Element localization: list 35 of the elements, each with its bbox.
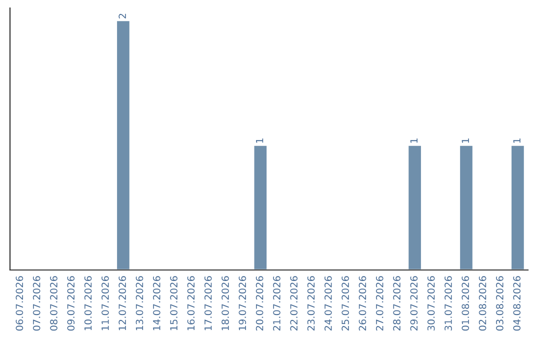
x-tick-label: 24.07.2026 xyxy=(324,276,332,331)
x-tick-label: 28.07.2026 xyxy=(393,276,400,331)
x-tick-label: 12.07.2026 xyxy=(118,276,126,330)
data-label: 1 xyxy=(256,138,264,143)
x-tick-label: 30.07.2026 xyxy=(427,276,435,330)
x-tick-label: 25.07.2026 xyxy=(342,276,350,331)
x-tick-label: 04.08.2026 xyxy=(513,276,521,331)
x-tick-label: 31.07.2026 xyxy=(444,276,452,330)
x-tick-label: 29.07.2026 xyxy=(410,276,418,331)
x-tick-label: 21.07.2026 xyxy=(273,276,280,331)
x-tick-label: 19.07.2026 xyxy=(238,276,246,330)
x-tick-label: 17.07.2026 xyxy=(204,276,212,330)
x-tick-label: 14.07.2026 xyxy=(152,276,160,330)
x-tick-label: 10.07.2026 xyxy=(84,276,92,330)
x-tick-label: 16.07.2026 xyxy=(187,276,195,330)
data-label: 1 xyxy=(513,138,520,143)
x-tick-label: 20.07.2026 xyxy=(256,276,264,331)
x-tick-label: 13.07.2026 xyxy=(136,276,144,330)
x-tick-label: 23.07.2026 xyxy=(307,276,315,331)
data-label: 1 xyxy=(410,138,418,143)
x-tick-label: 08.07.2026 xyxy=(50,276,58,331)
data-label: 1 xyxy=(462,138,469,143)
x-tick-label: 11.07.2026 xyxy=(102,276,109,330)
x-tick-label: 06.07.2026 xyxy=(16,276,24,331)
x-tick-label: 18.07.2026 xyxy=(222,276,229,330)
x-tick-label: 02.08.2026 xyxy=(478,276,486,331)
x-tick-label: 01.08.2026 xyxy=(462,276,470,331)
x-tick-label: 22.07.2026 xyxy=(290,276,298,331)
x-tick-label: 15.07.2026 xyxy=(170,276,178,330)
data-label: 2 xyxy=(118,14,126,18)
x-tick-label: 09.07.2026 xyxy=(67,276,75,331)
x-tick-label: 27.07.2026 xyxy=(376,276,384,331)
x-tick-label: 07.07.2026 xyxy=(32,276,40,331)
x-tick-label: 03.08.2026 xyxy=(496,276,504,331)
x-tick-label: 26.07.2026 xyxy=(358,276,366,331)
